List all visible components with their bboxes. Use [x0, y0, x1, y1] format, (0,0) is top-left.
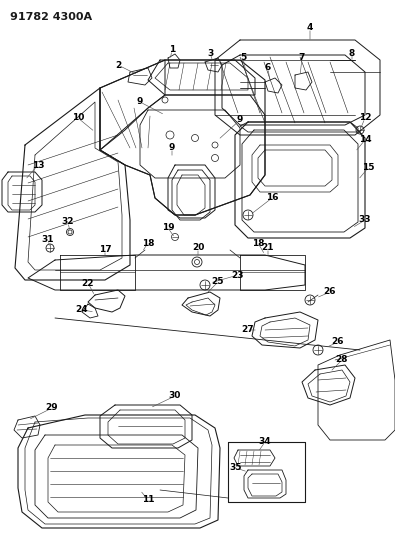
Text: 10: 10 [72, 114, 84, 123]
Text: 91782 4300A: 91782 4300A [10, 12, 92, 22]
Text: 33: 33 [359, 215, 371, 224]
Text: 13: 13 [32, 160, 44, 169]
Text: 22: 22 [82, 279, 94, 287]
Text: 28: 28 [336, 356, 348, 365]
Text: 9: 9 [237, 116, 243, 125]
Text: 9: 9 [137, 98, 143, 107]
Text: 26: 26 [332, 337, 344, 346]
Text: 5: 5 [240, 53, 246, 62]
Text: 30: 30 [169, 392, 181, 400]
Text: 35: 35 [230, 464, 242, 472]
Text: 34: 34 [259, 438, 271, 447]
Text: 11: 11 [142, 496, 154, 505]
Text: 12: 12 [359, 114, 371, 123]
Circle shape [194, 260, 199, 264]
Text: 4: 4 [307, 23, 313, 33]
Text: 1: 1 [169, 45, 175, 54]
Text: 21: 21 [262, 244, 274, 253]
Text: 18: 18 [252, 238, 264, 247]
Text: 19: 19 [162, 223, 174, 232]
Text: 26: 26 [324, 287, 336, 296]
Text: 32: 32 [62, 217, 74, 227]
Text: 7: 7 [299, 53, 305, 62]
Text: 9: 9 [169, 143, 175, 152]
Text: 18: 18 [142, 238, 154, 247]
Text: 15: 15 [362, 164, 374, 173]
Text: 6: 6 [265, 63, 271, 72]
Text: 3: 3 [207, 49, 213, 58]
Text: 31: 31 [42, 236, 54, 245]
Text: 29: 29 [46, 403, 58, 413]
Text: 27: 27 [242, 326, 254, 335]
Text: 17: 17 [99, 246, 111, 254]
Text: 20: 20 [192, 244, 204, 253]
Text: 23: 23 [232, 271, 244, 279]
Text: 24: 24 [76, 305, 88, 314]
Text: 2: 2 [115, 61, 121, 69]
Text: 16: 16 [266, 193, 278, 203]
Text: 8: 8 [349, 49, 355, 58]
Circle shape [68, 230, 72, 234]
Text: 25: 25 [212, 278, 224, 287]
Text: 14: 14 [359, 135, 371, 144]
